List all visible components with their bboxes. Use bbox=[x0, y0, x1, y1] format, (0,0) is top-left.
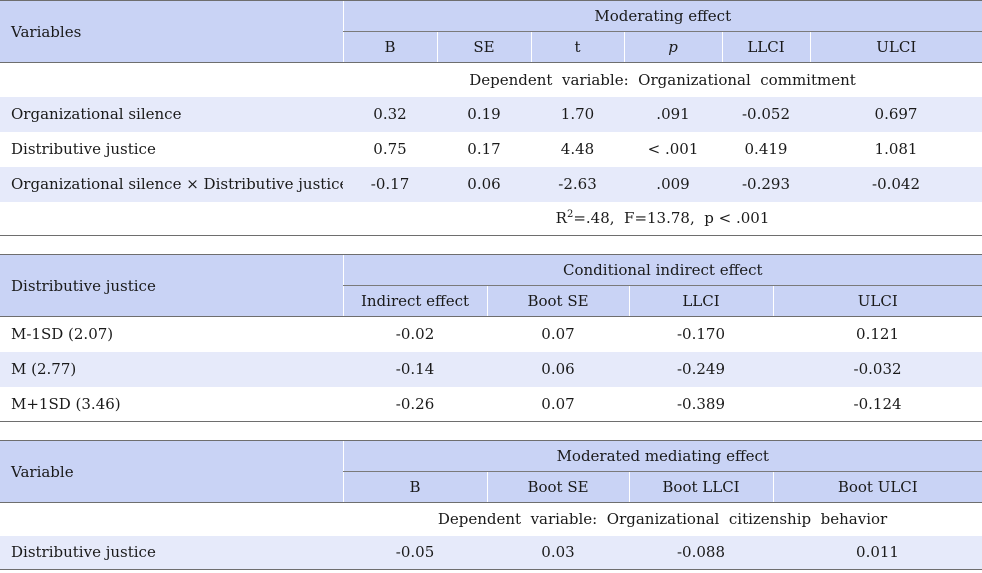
cell: -0.124 bbox=[773, 386, 982, 422]
row-label: M (2.77) bbox=[11, 360, 77, 378]
column-header: t bbox=[530, 31, 624, 63]
cell: 0.011 bbox=[773, 535, 982, 570]
cell: 0.19 bbox=[467, 105, 501, 123]
cell: 1.081 bbox=[874, 140, 918, 158]
cell: -0.293 bbox=[741, 175, 790, 193]
table-row: Distributive justice 0.75 0.17 4.48 < .0… bbox=[0, 132, 982, 167]
table-row: M-1SD (2.07) -0.02 0.07 -0.170 0.121 bbox=[0, 317, 982, 352]
table-row: Organizational silence × Distributive ju… bbox=[0, 166, 982, 202]
cell: 0.06 bbox=[541, 360, 575, 378]
cell: -0.26 bbox=[343, 386, 487, 422]
cell: -0.05 bbox=[343, 535, 487, 570]
column-header: Boot SE bbox=[486, 471, 629, 503]
conditional-indirect-effect-table: Distributive justice Conditional indirec… bbox=[0, 254, 982, 422]
section-label: Dependent variable: Organizational commi… bbox=[469, 70, 856, 89]
cell: -0.088 bbox=[629, 535, 773, 570]
row-label: Organizational silence × Distributive ju… bbox=[11, 175, 343, 193]
cell: < .001 bbox=[647, 140, 699, 158]
cell: 0.17 bbox=[467, 140, 501, 158]
group-header-conditional-indirect-effect: Conditional indirect effect bbox=[342, 254, 982, 286]
footer-r: R bbox=[555, 209, 567, 228]
column-header: Boot ULCI bbox=[772, 471, 982, 503]
moderating-effect-table: Variables Moderating effect B SE t p LLC… bbox=[0, 0, 982, 236]
cell: -0.042 bbox=[872, 175, 921, 193]
cell: -0.249 bbox=[676, 360, 725, 378]
cell: .009 bbox=[656, 175, 690, 193]
column-header: p bbox=[623, 31, 722, 63]
cell: -2.63 bbox=[558, 175, 597, 193]
cell: -0.170 bbox=[676, 325, 725, 344]
moderated-mediating-effect-table: Variable Moderated mediating effect B Bo… bbox=[0, 440, 982, 570]
column-header: B bbox=[342, 31, 437, 63]
cell: 0.32 bbox=[373, 105, 407, 123]
cell: 4.48 bbox=[560, 140, 595, 158]
column-header: Boot LLCI bbox=[628, 471, 773, 503]
cell: -0.052 bbox=[741, 105, 790, 123]
column-header: LLCI bbox=[628, 285, 773, 317]
table-row: M (2.77) -0.14 0.06 -0.249 -0.032 bbox=[0, 351, 982, 387]
column-header: Indirect effect bbox=[342, 285, 487, 317]
column-header: ULCI bbox=[809, 31, 982, 63]
column-header: B bbox=[342, 471, 487, 503]
row-label: Organizational silence bbox=[11, 105, 182, 123]
row-header-distributive-justice: Distributive justice bbox=[0, 254, 343, 317]
cell: -0.389 bbox=[629, 386, 773, 422]
section-label: Dependent variable: Organizational citiz… bbox=[437, 510, 888, 529]
table-row: Organizational silence 0.32 0.19 1.70 .0… bbox=[0, 96, 982, 132]
row-header-variables: Variables bbox=[0, 0, 343, 63]
footer-superscript: 2 bbox=[566, 209, 574, 221]
cell: 1.70 bbox=[560, 105, 595, 123]
cell: 0.03 bbox=[487, 535, 629, 570]
group-header-moderated-mediating-effect: Moderated mediating effect bbox=[342, 440, 982, 472]
cell: -0.032 bbox=[853, 360, 902, 378]
column-header: LLCI bbox=[721, 31, 810, 63]
cell: 0.07 bbox=[541, 325, 575, 344]
column-header: Boot SE bbox=[486, 285, 629, 317]
column-header: SE bbox=[436, 31, 531, 63]
cell: 0.06 bbox=[467, 175, 501, 193]
cell: -0.17 bbox=[370, 175, 410, 193]
cell: -0.02 bbox=[395, 325, 435, 344]
footer-stats: =.48, F=13.78, p < .001 bbox=[573, 209, 770, 228]
cell: 0.121 bbox=[856, 325, 899, 344]
cell: 0.697 bbox=[874, 105, 918, 123]
row-label: M-1SD (2.07) bbox=[11, 325, 114, 344]
group-header-moderating-effect: Moderating effect bbox=[342, 0, 982, 32]
column-header: ULCI bbox=[772, 285, 982, 317]
table-row: Distributive justice -0.05 0.03 -0.088 0… bbox=[0, 535, 982, 570]
cell: .091 bbox=[656, 105, 690, 123]
cell: 0.07 bbox=[487, 386, 629, 422]
row-header-variable: Variable bbox=[0, 440, 343, 503]
cell: 0.419 bbox=[744, 140, 788, 158]
row-label: M+1SD (3.46) bbox=[0, 386, 343, 422]
table-row: M+1SD (3.46) -0.26 0.07 -0.389 -0.124 bbox=[0, 386, 982, 422]
row-label: Distributive justice bbox=[0, 535, 343, 570]
cell: -0.14 bbox=[395, 360, 435, 378]
cell: 0.75 bbox=[373, 140, 407, 158]
model-fit-footer: R2=.48, F=13.78, p < .001 bbox=[343, 201, 982, 236]
row-label: Distributive justice bbox=[11, 140, 156, 158]
